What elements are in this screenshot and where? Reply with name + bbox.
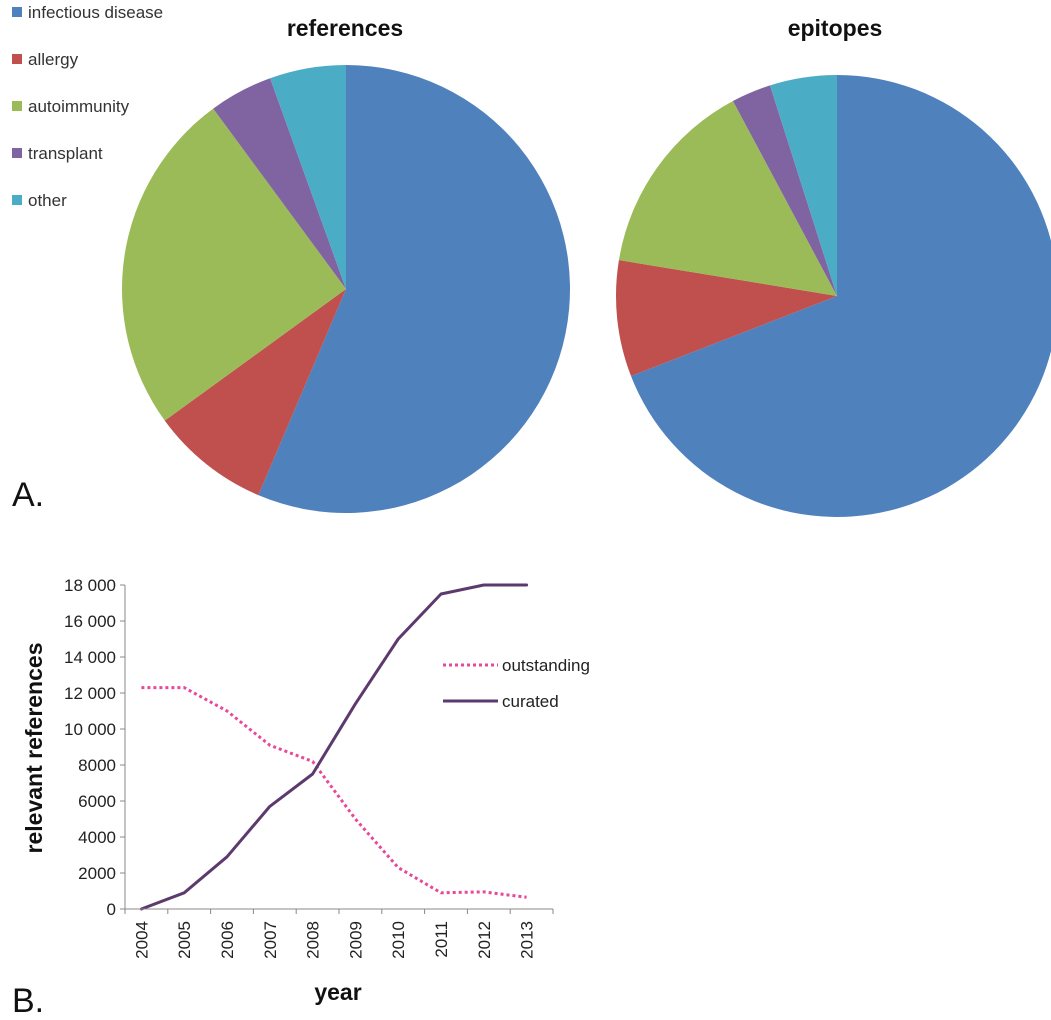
pie-references-title: references bbox=[287, 15, 403, 41]
y-tick-label: 8000 bbox=[78, 756, 116, 775]
references-slice-autoimmunity bbox=[122, 108, 346, 421]
legend-label-autoimmunity: autoimmunity bbox=[28, 97, 130, 116]
panel-label-a: A. bbox=[12, 476, 44, 514]
x-axis-title: year bbox=[314, 979, 361, 1005]
pie-legend: infectious disease allergy autoimmunity tra… bbox=[12, 3, 163, 210]
y-tick-label: 16 000 bbox=[64, 612, 116, 631]
x-tick-label-2010: 2010 bbox=[389, 921, 408, 959]
legend-label-outstanding: outstanding bbox=[502, 656, 590, 675]
line-chart: 0 2000 4000 6000 8000 10 000 12 000 14 000 16 00… bbox=[64, 576, 590, 959]
x-axis-ticks: 2004 2005 2006 2007 2008 2009 2010 2011 2012 2013 bbox=[124, 909, 554, 959]
references-slice-transplant bbox=[213, 78, 346, 290]
epitopes-slice-allergy bbox=[615, 260, 837, 377]
y-tick-label: 10 000 bbox=[64, 720, 116, 739]
y-tick-label: 0 bbox=[107, 900, 116, 919]
line-legend: outstanding curated bbox=[443, 656, 590, 711]
x-tick-label-2006: 2006 bbox=[218, 921, 237, 959]
x-tick-label-2013: 2013 bbox=[518, 921, 537, 959]
pie-references bbox=[122, 65, 571, 513]
pie-epitopes-title: epitopes bbox=[788, 15, 883, 41]
x-tick-label-2011: 2011 bbox=[432, 921, 451, 958]
y-axis-title: relevant references bbox=[21, 643, 47, 854]
y-tick-label: 12 000 bbox=[64, 684, 116, 703]
y-tick-label: 6000 bbox=[78, 792, 116, 811]
series-lines bbox=[139, 583, 529, 911]
y-tick-label: 18 000 bbox=[64, 576, 116, 595]
epitopes-slice-autoimmunity bbox=[618, 101, 837, 296]
legend-swatch-infectious-disease bbox=[12, 7, 22, 17]
series-line-curated bbox=[139, 583, 529, 911]
legend-swatch-autoimmunity bbox=[12, 101, 22, 111]
legend-swatch-transplant bbox=[12, 148, 22, 158]
legend-label-curated: curated bbox=[502, 692, 559, 711]
legend-label-infectious-disease: infectious disease bbox=[28, 3, 163, 22]
y-tick-label: 4000 bbox=[78, 828, 116, 847]
pie-epitopes bbox=[615, 75, 1051, 517]
epitopes-slice-transplant bbox=[732, 85, 837, 296]
references-slice-allergy bbox=[164, 289, 346, 496]
x-tick-label-2012: 2012 bbox=[475, 921, 494, 959]
references-slice-infectious-disease bbox=[258, 65, 571, 513]
legend-swatch-allergy bbox=[12, 54, 22, 64]
series-line-outstanding bbox=[141, 686, 527, 899]
x-tick-label-2007: 2007 bbox=[261, 921, 280, 959]
legend-label-other: other bbox=[28, 191, 67, 210]
legend-label-transplant: transplant bbox=[28, 144, 103, 163]
y-axis-ticks: 0 2000 4000 6000 8000 10 000 12 000 14 000 16 00… bbox=[64, 576, 125, 919]
references-slice-other bbox=[270, 65, 346, 289]
legend-swatch-other bbox=[12, 195, 22, 205]
y-tick-label: 14 000 bbox=[64, 648, 116, 667]
epitopes-slice-infectious-disease bbox=[631, 75, 1051, 517]
legend-label-allergy: allergy bbox=[28, 50, 79, 69]
panel-label-b: B. bbox=[12, 982, 44, 1020]
x-tick-label-2009: 2009 bbox=[346, 921, 365, 959]
x-tick-label-2008: 2008 bbox=[304, 921, 323, 959]
x-tick-label-2004: 2004 bbox=[132, 921, 151, 959]
epitopes-slice-other bbox=[770, 75, 837, 296]
y-tick-label: 2000 bbox=[78, 864, 116, 883]
x-tick-label-2005: 2005 bbox=[175, 921, 194, 959]
